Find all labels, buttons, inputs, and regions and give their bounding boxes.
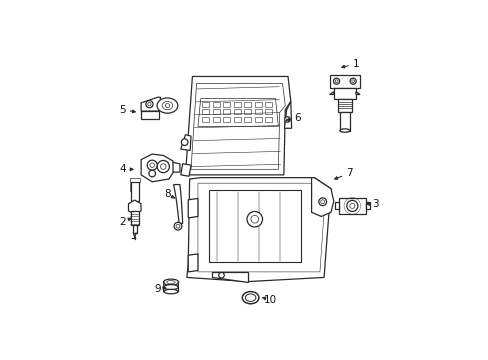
- Polygon shape: [185, 76, 290, 175]
- Circle shape: [174, 222, 182, 230]
- Circle shape: [147, 103, 151, 106]
- Text: 7: 7: [345, 168, 352, 179]
- Circle shape: [346, 201, 357, 211]
- Circle shape: [160, 164, 166, 169]
- Polygon shape: [130, 183, 139, 186]
- Bar: [244, 117, 251, 122]
- Circle shape: [349, 78, 355, 84]
- Polygon shape: [141, 111, 159, 120]
- Circle shape: [333, 78, 339, 84]
- Ellipse shape: [157, 98, 178, 113]
- Circle shape: [318, 198, 326, 206]
- Circle shape: [150, 163, 154, 167]
- Polygon shape: [333, 87, 355, 99]
- Text: 10: 10: [263, 294, 276, 305]
- Circle shape: [147, 160, 157, 170]
- Ellipse shape: [162, 102, 172, 110]
- Polygon shape: [130, 187, 139, 191]
- Polygon shape: [365, 202, 369, 209]
- Polygon shape: [198, 99, 278, 126]
- Polygon shape: [191, 84, 285, 169]
- Text: 3: 3: [371, 199, 378, 209]
- Polygon shape: [311, 177, 333, 216]
- Bar: [265, 109, 272, 114]
- Polygon shape: [339, 112, 349, 131]
- Circle shape: [351, 80, 354, 82]
- Polygon shape: [181, 135, 191, 150]
- Polygon shape: [188, 254, 198, 272]
- Circle shape: [284, 117, 290, 122]
- Text: 9: 9: [154, 284, 160, 294]
- Bar: [254, 109, 261, 114]
- Polygon shape: [334, 202, 339, 209]
- Polygon shape: [329, 75, 359, 87]
- Circle shape: [145, 100, 153, 108]
- Text: 2: 2: [119, 217, 125, 227]
- Bar: [233, 102, 240, 107]
- Ellipse shape: [165, 104, 169, 108]
- Polygon shape: [130, 192, 139, 195]
- Circle shape: [181, 139, 187, 145]
- Circle shape: [176, 224, 180, 228]
- Ellipse shape: [163, 285, 178, 290]
- Bar: [233, 117, 240, 122]
- Circle shape: [148, 170, 155, 177]
- Text: 4: 4: [119, 164, 125, 174]
- Bar: [202, 117, 208, 122]
- Bar: [254, 117, 261, 122]
- Bar: [223, 109, 230, 114]
- Bar: [212, 117, 219, 122]
- Circle shape: [320, 200, 324, 204]
- Ellipse shape: [164, 289, 178, 294]
- Polygon shape: [141, 154, 174, 182]
- Polygon shape: [129, 178, 140, 182]
- Text: 6: 6: [294, 113, 301, 123]
- Ellipse shape: [166, 280, 175, 284]
- Bar: [212, 102, 219, 107]
- Polygon shape: [132, 225, 137, 233]
- Polygon shape: [188, 198, 198, 218]
- Text: 8: 8: [164, 189, 170, 199]
- Bar: [265, 117, 272, 122]
- Polygon shape: [186, 177, 330, 282]
- Ellipse shape: [163, 279, 178, 285]
- Bar: [223, 117, 230, 122]
- Circle shape: [349, 203, 354, 208]
- Bar: [208, 190, 300, 262]
- Bar: [202, 109, 208, 114]
- Polygon shape: [211, 272, 247, 282]
- Bar: [244, 102, 251, 107]
- Bar: [223, 102, 230, 107]
- Polygon shape: [339, 198, 365, 214]
- Circle shape: [250, 215, 258, 223]
- Bar: [244, 109, 251, 114]
- Polygon shape: [173, 185, 183, 223]
- Bar: [233, 109, 240, 114]
- Polygon shape: [181, 164, 191, 176]
- Circle shape: [157, 161, 169, 173]
- Bar: [202, 102, 208, 107]
- Polygon shape: [198, 183, 325, 272]
- Bar: [212, 109, 219, 114]
- Bar: [265, 102, 272, 107]
- Ellipse shape: [245, 294, 255, 301]
- Circle shape: [334, 80, 337, 82]
- Polygon shape: [128, 200, 141, 215]
- Polygon shape: [284, 102, 291, 128]
- Polygon shape: [173, 162, 180, 172]
- Polygon shape: [131, 182, 138, 201]
- Polygon shape: [141, 97, 160, 111]
- Ellipse shape: [339, 129, 349, 132]
- Polygon shape: [337, 99, 351, 112]
- Text: 5: 5: [119, 105, 125, 115]
- Circle shape: [246, 211, 262, 227]
- Ellipse shape: [242, 292, 259, 304]
- Polygon shape: [131, 211, 138, 225]
- Circle shape: [218, 273, 224, 278]
- Text: 1: 1: [352, 59, 359, 69]
- Polygon shape: [329, 92, 333, 94]
- Polygon shape: [355, 92, 359, 94]
- Bar: [254, 102, 261, 107]
